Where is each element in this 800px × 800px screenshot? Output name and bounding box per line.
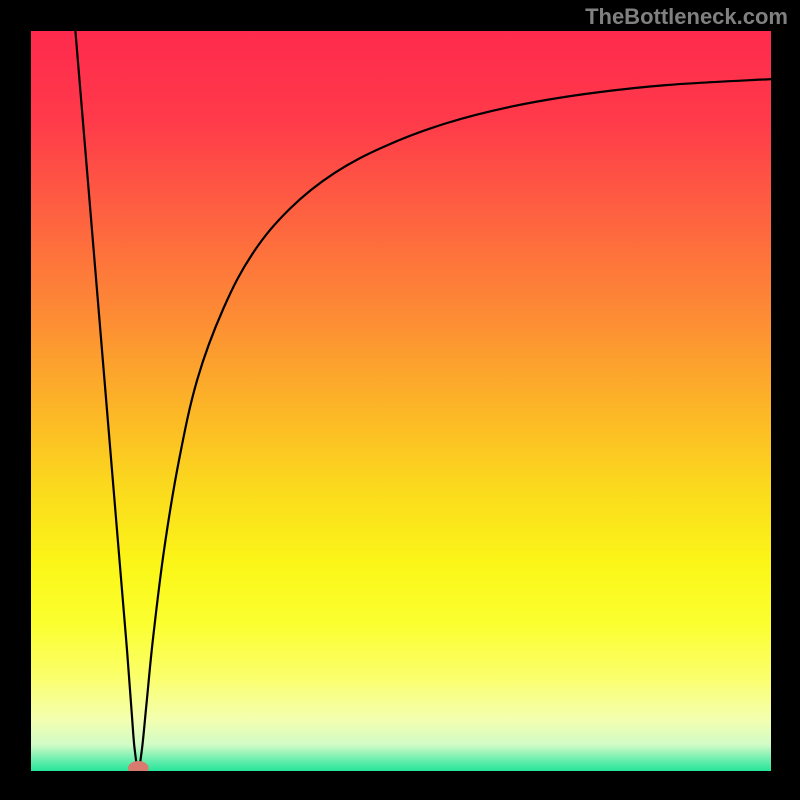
chart-canvas: TheBottleneck.com [0, 0, 800, 800]
gradient-background [31, 31, 771, 771]
plot-svg [31, 31, 771, 771]
plot-area [31, 31, 771, 771]
watermark-text: TheBottleneck.com [585, 4, 788, 30]
